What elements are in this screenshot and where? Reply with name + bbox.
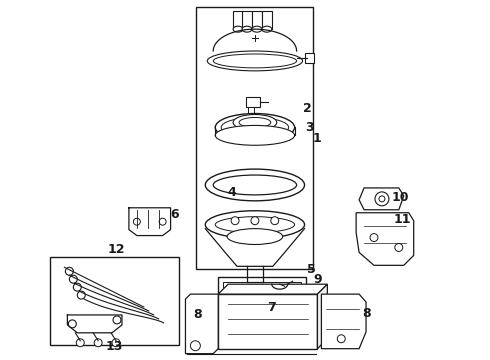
Circle shape	[113, 316, 121, 324]
Polygon shape	[185, 294, 218, 354]
Polygon shape	[318, 284, 327, 349]
Bar	[248, 107, 254, 113]
Circle shape	[337, 335, 345, 343]
Ellipse shape	[242, 26, 252, 32]
Ellipse shape	[213, 54, 296, 68]
Circle shape	[375, 192, 389, 206]
Text: 11: 11	[394, 213, 412, 226]
Text: 4: 4	[228, 186, 237, 199]
Text: 9: 9	[313, 273, 322, 286]
Ellipse shape	[233, 26, 243, 32]
Circle shape	[379, 196, 385, 202]
Ellipse shape	[205, 169, 305, 201]
Text: 2: 2	[303, 102, 312, 115]
Text: 6: 6	[170, 208, 179, 221]
Text: 5: 5	[307, 263, 316, 276]
Text: 10: 10	[392, 192, 410, 204]
Circle shape	[74, 283, 81, 291]
Polygon shape	[359, 188, 404, 210]
Polygon shape	[218, 284, 327, 294]
Text: 3: 3	[305, 121, 314, 134]
Ellipse shape	[262, 26, 272, 32]
Circle shape	[395, 243, 403, 251]
Text: 13: 13	[105, 340, 122, 353]
Bar	[305, 53, 315, 63]
Ellipse shape	[215, 113, 294, 141]
Polygon shape	[356, 213, 414, 265]
Ellipse shape	[239, 117, 271, 127]
Ellipse shape	[215, 125, 294, 145]
Bar	[246, 96, 260, 107]
Circle shape	[191, 341, 200, 351]
Circle shape	[133, 218, 140, 225]
Polygon shape	[321, 294, 366, 349]
Text: 12: 12	[107, 243, 125, 256]
Circle shape	[65, 267, 74, 275]
Circle shape	[271, 217, 279, 225]
Circle shape	[159, 218, 166, 225]
Text: 7: 7	[268, 301, 276, 314]
Bar	[49, 257, 178, 345]
Ellipse shape	[221, 117, 289, 137]
Text: 1: 1	[313, 132, 322, 145]
Circle shape	[251, 217, 259, 225]
Bar	[196, 7, 314, 269]
Ellipse shape	[213, 175, 296, 195]
Circle shape	[231, 217, 239, 225]
Bar	[233, 11, 243, 29]
Bar	[252, 11, 262, 29]
Circle shape	[69, 320, 76, 328]
Bar	[242, 11, 252, 29]
Ellipse shape	[227, 229, 283, 244]
Ellipse shape	[215, 217, 294, 233]
Bar	[262, 11, 272, 29]
Circle shape	[370, 234, 378, 242]
Ellipse shape	[233, 114, 277, 130]
Ellipse shape	[252, 26, 262, 32]
Circle shape	[76, 339, 84, 347]
Bar	[218, 294, 318, 349]
Circle shape	[77, 291, 85, 299]
Text: 8: 8	[193, 309, 202, 321]
Bar	[223, 282, 300, 327]
Circle shape	[112, 339, 120, 347]
Text: 8: 8	[363, 307, 371, 320]
Bar	[218, 277, 306, 332]
Circle shape	[70, 275, 77, 283]
Ellipse shape	[205, 211, 305, 239]
Ellipse shape	[207, 51, 302, 71]
Circle shape	[94, 339, 102, 347]
